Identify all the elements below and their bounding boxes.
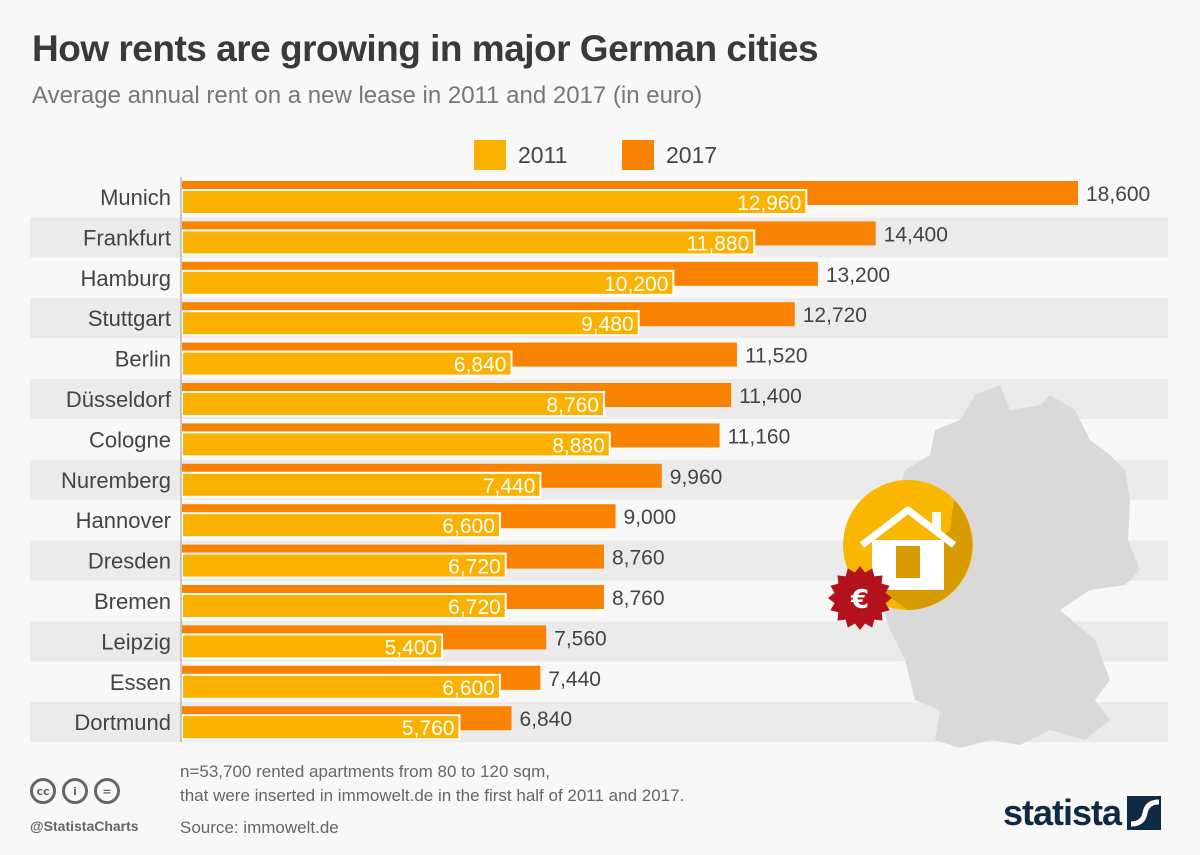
value-label-2011: 8,880 xyxy=(552,434,605,457)
value-label-2017: 11,400 xyxy=(739,385,802,408)
bar-2011 xyxy=(181,552,507,579)
value-label-2011: 6,720 xyxy=(448,596,501,619)
statista-handle: @StatistaCharts xyxy=(30,818,139,834)
value-label-2011: 5,760 xyxy=(402,717,455,740)
legend-swatch-2011 xyxy=(474,140,506,170)
category-label: Frankfurt xyxy=(83,225,171,250)
cc-icon: cc xyxy=(30,778,56,804)
category-label: Hamburg xyxy=(81,266,171,291)
value-label-2011: 6,600 xyxy=(442,515,495,538)
attribution-icon: i xyxy=(62,778,88,804)
category-label: Munich xyxy=(100,185,171,210)
bar-2011 xyxy=(181,391,605,417)
category-label: Hannover xyxy=(76,508,171,533)
category-label: Cologne xyxy=(89,427,171,452)
bar-2011 xyxy=(181,431,611,458)
value-label-2011: 6,720 xyxy=(448,556,501,579)
house-icon xyxy=(859,506,957,590)
bar-2011 xyxy=(181,633,444,660)
value-label-2017: 7,560 xyxy=(554,627,607,650)
value-label-2011: 10,200 xyxy=(604,273,668,296)
value-label-2011: 7,440 xyxy=(483,475,536,498)
svg-text:€: € xyxy=(850,585,869,615)
bar-2011 xyxy=(181,189,808,215)
bar-2011 xyxy=(181,673,501,700)
category-label: Berlin xyxy=(115,347,171,372)
value-label-2017: 18,600 xyxy=(1086,183,1150,206)
creative-commons-icons: cc i = xyxy=(30,778,120,804)
bar-2011 xyxy=(181,229,756,256)
chart-title: How rents are growing in major German ci… xyxy=(32,28,819,69)
value-label-2011: 11,880 xyxy=(687,232,750,255)
legend-item-2017: 2017 xyxy=(622,140,717,170)
value-label-2017: 8,760 xyxy=(612,547,665,570)
category-label: Dresden xyxy=(88,549,171,574)
value-label-2011: 12,960 xyxy=(737,192,801,215)
bar-2011 xyxy=(181,471,542,498)
bar-2011 xyxy=(181,512,501,539)
bar-2011 xyxy=(181,350,513,377)
category-label: Nuremberg xyxy=(61,468,171,493)
no-derivatives-icon: = xyxy=(94,778,120,804)
value-label-2017: 8,760 xyxy=(612,587,665,610)
legend-swatch-2017 xyxy=(622,140,654,170)
category-label: Essen xyxy=(110,670,171,695)
source-text: Source: immowelt.de xyxy=(180,818,339,837)
bar-2011 xyxy=(181,714,461,741)
value-label-2011: 9,480 xyxy=(581,313,634,336)
value-label-2017: 14,400 xyxy=(884,223,948,246)
value-label-2011: 6,600 xyxy=(442,677,495,700)
statista-logo-icon xyxy=(1127,796,1162,830)
value-label-2011: 5,400 xyxy=(385,636,438,659)
value-label-2011: 6,840 xyxy=(454,354,507,377)
bar-2011 xyxy=(181,593,507,619)
bar-2011 xyxy=(181,269,675,296)
legend-item-2011: 2011 xyxy=(474,140,567,170)
legend-label-2017: 2017 xyxy=(666,141,718,168)
note-line-1: n=53,700 rented apartments from 80 to 12… xyxy=(180,762,550,781)
germany-map-shape xyxy=(880,385,1140,748)
value-label-2017: 11,160 xyxy=(728,425,791,448)
statista-logo-text: statista xyxy=(1003,792,1122,833)
euro-badge-icon: € xyxy=(828,566,892,630)
value-label-2011: 8,760 xyxy=(546,394,599,417)
bar-2011 xyxy=(181,310,640,337)
germany-map-illustration: € xyxy=(828,385,1140,748)
chart-subtitle: Average annual rent on a new lease in 20… xyxy=(32,82,703,109)
legend-label-2011: 2011 xyxy=(518,141,568,168)
value-label-2017: 9,960 xyxy=(670,466,723,489)
value-label-2017: 9,000 xyxy=(624,506,677,529)
category-label: Dortmund xyxy=(74,710,171,735)
category-label: Düsseldorf xyxy=(66,387,172,412)
statista-logo[interactable]: statista xyxy=(1003,792,1162,834)
category-label: Stuttgart xyxy=(88,306,171,331)
value-label-2017: 7,440 xyxy=(548,668,601,691)
value-label-2017: 13,200 xyxy=(826,264,890,287)
category-label: Bremen xyxy=(94,589,171,614)
value-label-2017: 11,520 xyxy=(745,345,808,368)
note-line-2: that were inserted in immowelt.de in the… xyxy=(180,786,685,805)
category-label: Leipzig xyxy=(101,629,171,654)
value-label-2017: 12,720 xyxy=(803,304,867,327)
value-label-2017: 6,840 xyxy=(519,708,572,731)
